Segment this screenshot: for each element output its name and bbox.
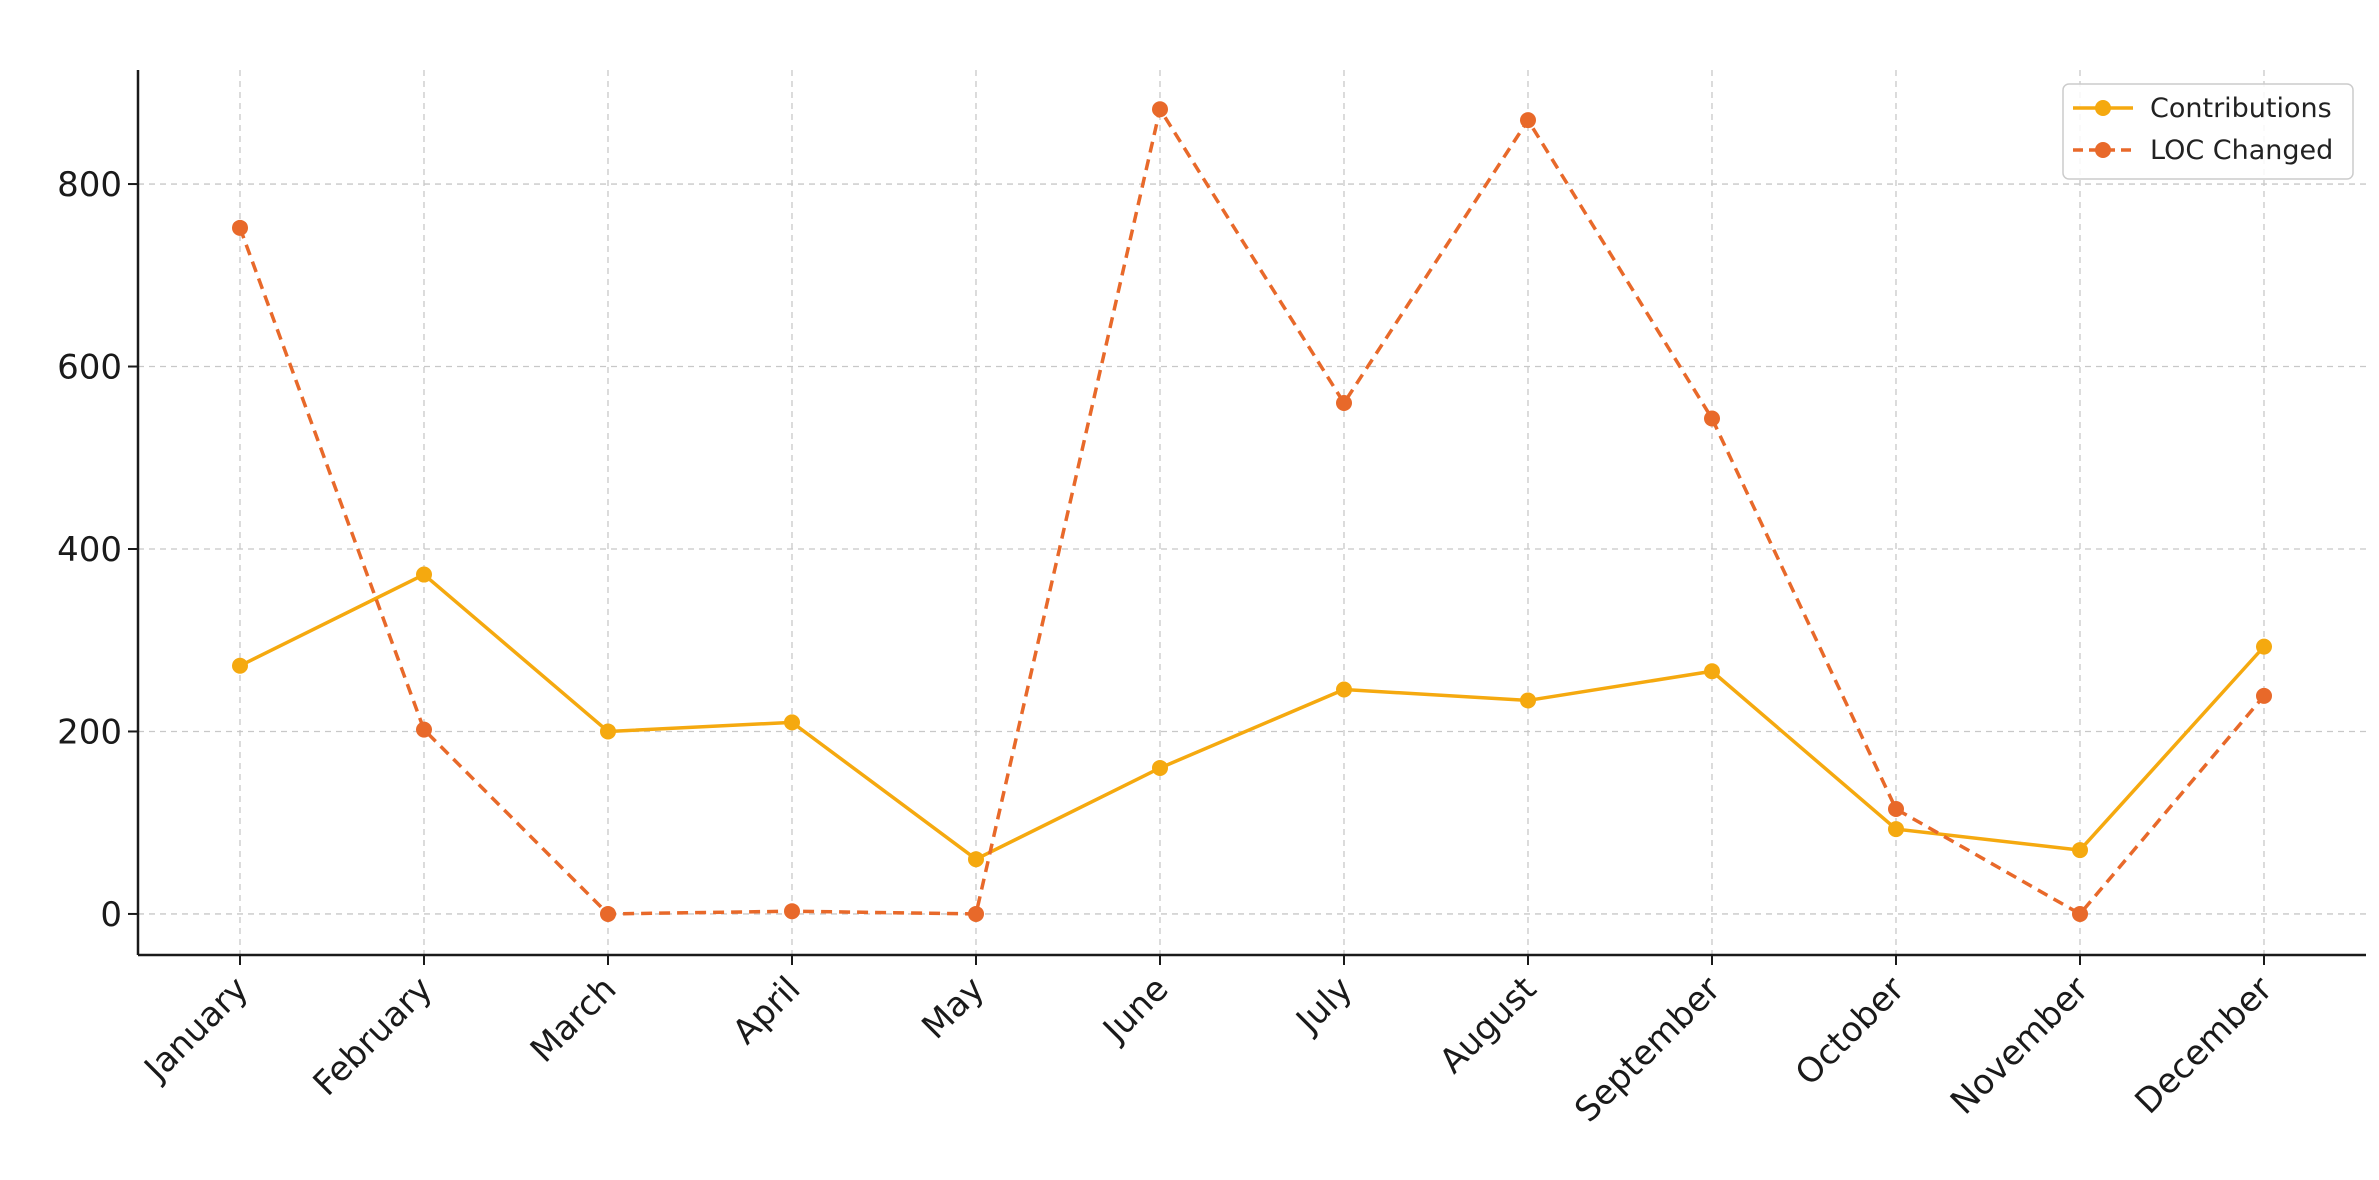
data-point-loc-changed [1336,395,1352,412]
data-point-contributions [1152,759,1168,776]
legend-contributions-label: Contributions [2150,93,2332,124]
x-tick-label: May [914,969,992,1047]
data-point-loc-changed [784,903,800,920]
data-point-contributions [2256,638,2272,655]
data-point-loc-changed [968,905,984,922]
series-line-loc-changed [238,107,2266,916]
data-point-loc-changed [600,905,616,922]
data-point-loc-changed [1152,101,1168,118]
legend: Contributions LOC Changed [2062,83,2354,180]
x-tick-label: July [1287,969,1360,1042]
data-point-contributions [600,723,616,740]
x-tick-label: November [1943,969,2096,1122]
x-tick-label: February [306,969,441,1104]
data-point-contributions [1704,663,1720,680]
grid [138,70,2366,955]
series [232,101,2272,922]
y-tick-label: 400 [57,530,122,570]
axes [136,70,2366,957]
data-point-contributions [1336,681,1352,698]
data-point-contributions [1520,692,1536,709]
ticks: January February March April May June July Augu… [57,165,2280,1130]
x-tick-label: September [1567,969,1728,1130]
legend-loc-changed-swatch-marker [2095,142,2111,158]
x-tick-label: August [1432,969,1544,1081]
legend-box [2062,83,2354,180]
y-tick-label: 600 [57,348,122,388]
data-point-loc-changed [1888,801,1904,818]
data-point-loc-changed [1704,410,1720,427]
y-tick-label: 200 [57,712,122,752]
y-tick-label: 800 [57,165,122,205]
data-point-loc-changed [416,721,432,738]
data-point-contributions [784,714,800,731]
legend-loc-changed-label: LOC Changed [2150,135,2333,166]
x-tick-label: October [1788,969,1913,1094]
data-point-loc-changed [1520,112,1536,129]
x-tick-label: January [136,969,257,1090]
data-point-contributions [2072,842,2088,859]
y-tick-label: 0 [100,895,122,935]
data-point-contributions [232,657,248,674]
data-point-contributions [968,851,984,868]
x-tick-label: June [1094,969,1176,1051]
x-tick-label: December [2127,969,2280,1122]
data-point-contributions [1888,821,1904,838]
x-tick-label: April [725,969,808,1052]
data-point-loc-changed [2072,905,2088,922]
data-point-loc-changed [232,219,248,236]
data-point-loc-changed [2256,687,2272,704]
data-point-contributions [416,566,432,583]
x-tick-label: March [523,969,625,1071]
legend-contributions-swatch-marker [2095,100,2111,116]
series-line-contributions [239,572,2266,861]
